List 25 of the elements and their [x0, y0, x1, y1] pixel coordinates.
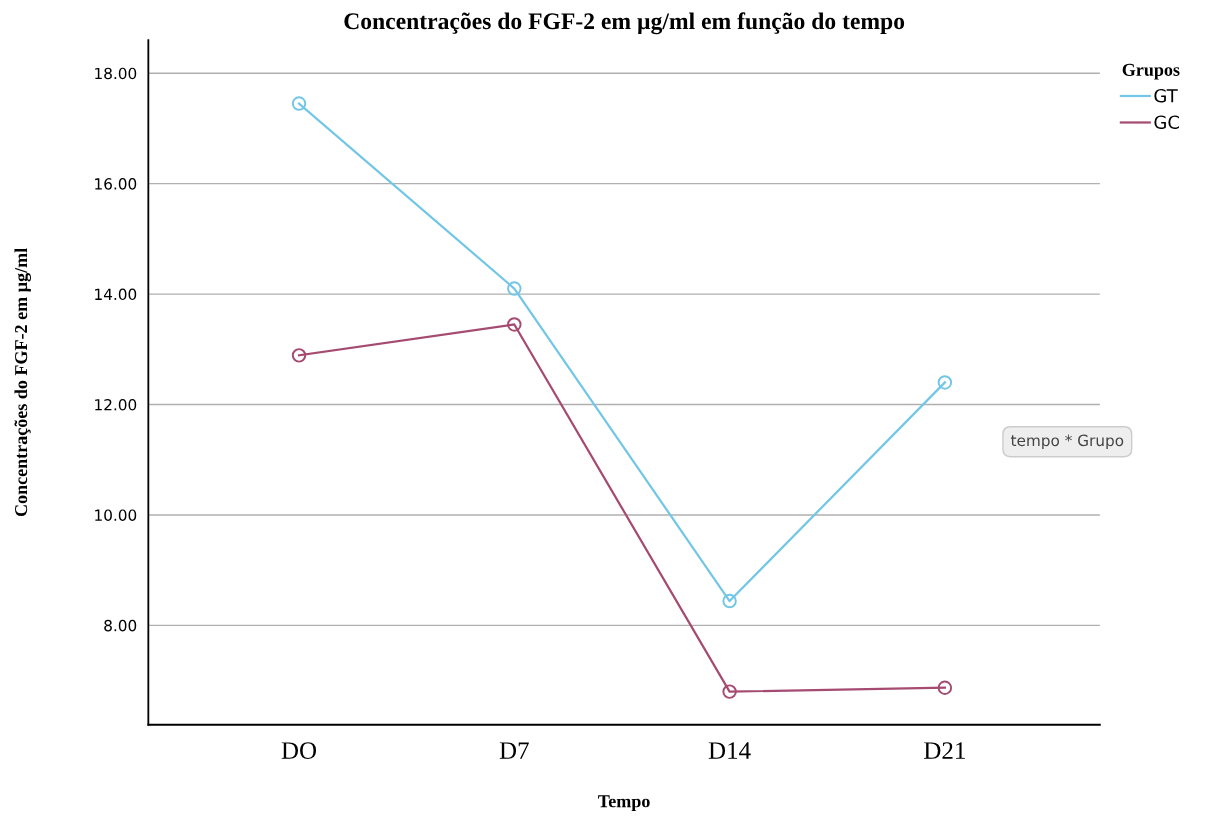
point — [291, 348, 307, 363]
chart-title: Concentrações do FGF-2 em µg/ml em função do tempo — [344, 12, 905, 35]
x-tick-label: D14 — [708, 742, 751, 759]
y-tick-label: 18.00 — [95, 67, 137, 80]
point — [722, 684, 737, 699]
x-axis-title: Tempo — [598, 795, 650, 812]
x-tick-label: D7 — [499, 742, 529, 759]
x-tick-label: D21 — [924, 742, 965, 759]
y-tick-label: 16.00 — [95, 178, 137, 190]
y-tick-label: 14.00 — [95, 288, 137, 301]
point — [507, 281, 522, 296]
legend-label: GC — [1154, 115, 1179, 130]
legend-title: Grupos — [1122, 63, 1180, 80]
annotation: tempo * Grupo — [1010, 434, 1124, 450]
y-axis-title: Concentrações do FGF-2 em µg/ml — [14, 248, 31, 517]
y-tick-label: 10.00 — [95, 509, 137, 521]
x-tick-label: DO — [281, 742, 317, 760]
point — [937, 375, 953, 390]
point — [937, 680, 953, 695]
point — [722, 593, 737, 609]
legend-label: GT — [1154, 88, 1178, 103]
y-tick-label: 12.00 — [95, 398, 137, 411]
y-tick-label: 8.00 — [104, 619, 137, 632]
point — [507, 317, 522, 332]
point — [291, 96, 307, 111]
